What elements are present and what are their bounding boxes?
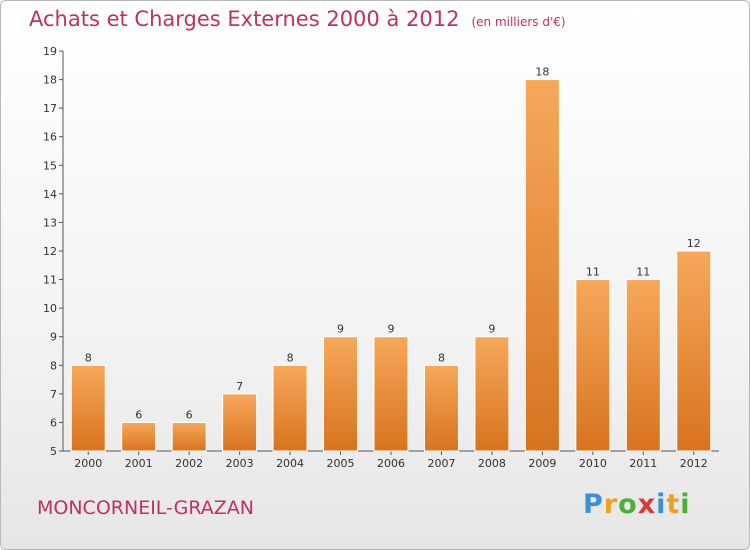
y-tick-label: 14 <box>43 188 57 201</box>
bar <box>575 279 611 452</box>
y-tick-label: 9 <box>50 331 57 344</box>
x-tick-label: 2009 <box>528 457 556 470</box>
x-tick-label: 2002 <box>175 457 203 470</box>
x-tick-label: 2004 <box>276 457 304 470</box>
bar <box>121 421 157 452</box>
y-tick-label: 7 <box>50 388 57 401</box>
bar-value-label: 12 <box>687 237 701 250</box>
y-tick-label: 11 <box>43 274 57 287</box>
x-tick-label: 2012 <box>680 457 708 470</box>
bar <box>272 364 308 452</box>
bar-value-label: 6 <box>135 408 142 421</box>
bar <box>323 336 359 452</box>
bar <box>676 250 712 452</box>
y-tick-label: 5 <box>50 445 57 458</box>
bar <box>171 421 207 452</box>
bar <box>423 364 459 452</box>
x-tick-label: 2006 <box>377 457 405 470</box>
bar <box>524 79 560 452</box>
bar-value-label: 8 <box>287 351 294 364</box>
bar-value-label: 8 <box>85 351 92 364</box>
x-tick-label: 2008 <box>478 457 506 470</box>
bar <box>222 393 258 452</box>
chart-title: Achats et Charges Externes 2000 à 2012 (e… <box>29 7 566 31</box>
x-tick-label: 2000 <box>74 457 102 470</box>
bar-value-label: 9 <box>488 323 495 336</box>
commune-name: MONCORNEIL-GRAZAN <box>37 497 254 519</box>
bars <box>70 79 712 452</box>
chart-unit: (en milliers d'€) <box>471 15 566 29</box>
x-tick-label: 2007 <box>427 457 455 470</box>
x-tick-label: 2010 <box>579 457 607 470</box>
y-tick-label: 19 <box>43 45 57 58</box>
bar-value-label: 7 <box>236 380 243 393</box>
y-tick-label: 6 <box>50 416 57 429</box>
value-labels: 8 6 6 7 8 9 9 8 9 18 11 11 12 <box>85 66 701 422</box>
proxiti-logo: Proxiti <box>583 489 691 520</box>
bar-value-label: 9 <box>388 323 395 336</box>
x-tick-label: 2011 <box>629 457 657 470</box>
bar-value-label: 6 <box>186 408 193 421</box>
y-tick-label: 8 <box>50 359 57 372</box>
bar <box>625 279 661 452</box>
x-tick-label: 2003 <box>226 457 254 470</box>
axes: 5 6 7 8 9 10 11 12 13 14 15 16 17 18 19 2000 2001 2002 200… <box>43 45 719 470</box>
y-tick-label: 10 <box>43 302 57 315</box>
bar <box>373 336 409 452</box>
y-tick-label: 17 <box>43 102 57 115</box>
x-tick-label: 2005 <box>327 457 355 470</box>
y-tick-label: 15 <box>43 159 57 172</box>
bar-value-label: 8 <box>438 351 445 364</box>
bar-value-label: 9 <box>337 323 344 336</box>
y-tick-label: 12 <box>43 245 57 258</box>
bar-value-label: 18 <box>535 66 549 79</box>
bar-value-label: 11 <box>586 266 600 279</box>
chart-title-text: Achats et Charges Externes 2000 à 2012 <box>29 7 460 31</box>
bar <box>70 364 106 452</box>
x-tick-label: 2001 <box>125 457 153 470</box>
y-tick-label: 13 <box>43 216 57 229</box>
y-tick-label: 16 <box>43 131 57 144</box>
y-tick-label: 18 <box>43 74 57 87</box>
bar <box>474 336 510 452</box>
bar-value-label: 11 <box>636 266 650 279</box>
